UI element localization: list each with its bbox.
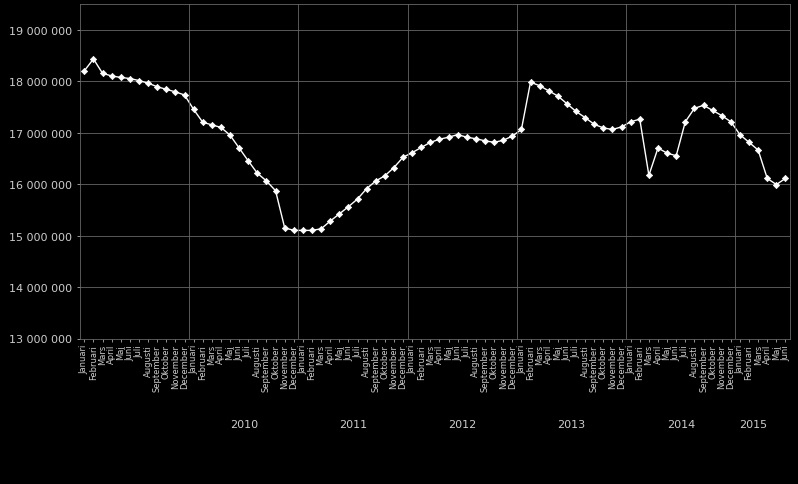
Text: 2010: 2010 (230, 419, 258, 429)
Text: 2015: 2015 (740, 419, 768, 429)
Text: 2013: 2013 (558, 419, 586, 429)
Text: 2011: 2011 (339, 419, 367, 429)
Text: 2014: 2014 (666, 419, 695, 429)
Text: 2012: 2012 (448, 419, 476, 429)
